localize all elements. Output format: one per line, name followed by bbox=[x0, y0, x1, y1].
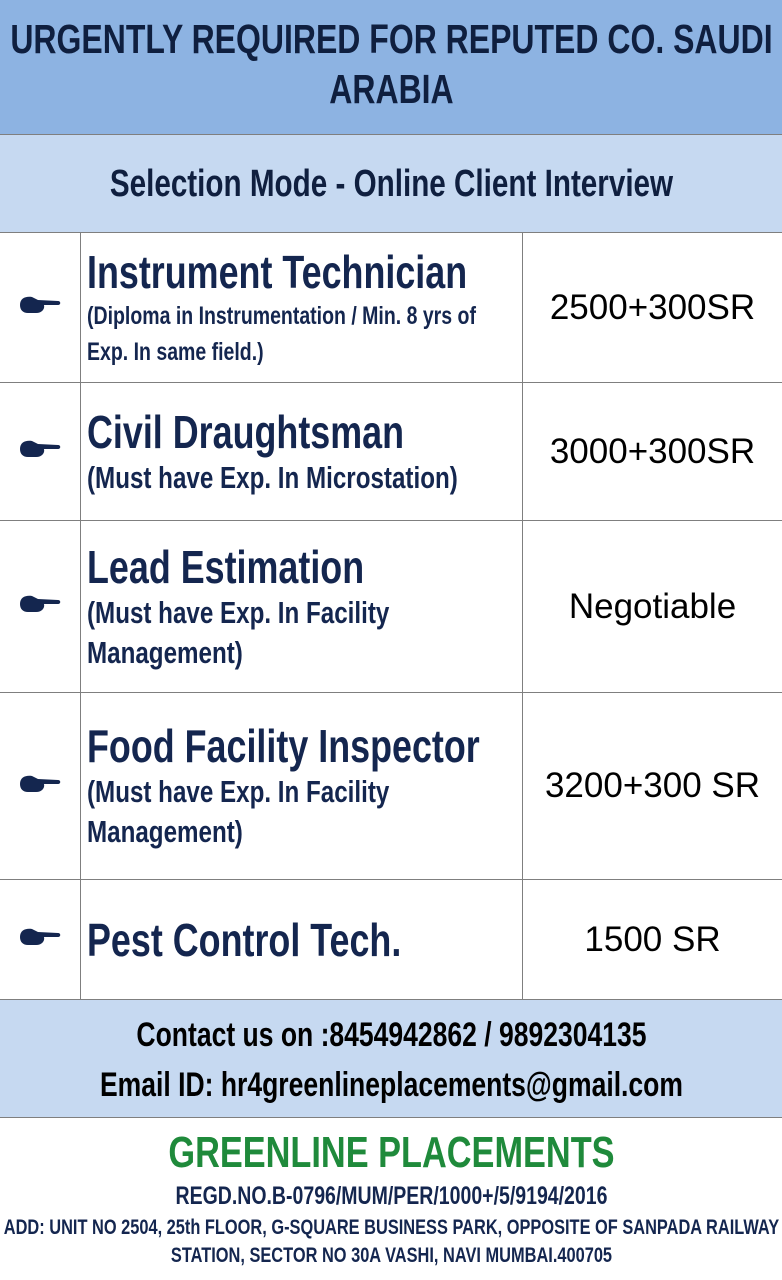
job-row: Pest Control Tech. 1500 SR bbox=[0, 880, 782, 1000]
job-row: Civil Draughtsman (Must have Exp. In Mic… bbox=[0, 383, 782, 521]
job-salary: 3000+300SR bbox=[549, 431, 756, 471]
page-title: URGENTLY REQUIRED FOR REPUTED CO. SAUDI … bbox=[9, 16, 773, 112]
job-title: Food Facility Inspector bbox=[87, 720, 480, 772]
company-address: ADD: UNIT NO 2504, 25th FLOOR, G-SQUARE … bbox=[3, 1216, 779, 1267]
company-name: GREENLINE PLACEMENTS bbox=[167, 1128, 615, 1177]
job-row: Instrument Technician (Diploma in Instru… bbox=[0, 233, 782, 383]
job-description: (Must have Exp. In Microstation) bbox=[87, 459, 458, 495]
selection-mode: Selection Mode - Online Client Interview bbox=[109, 163, 673, 205]
job-salary: 3200+300 SR bbox=[544, 766, 761, 805]
job-salary: Negotiable bbox=[568, 586, 737, 626]
job-description: (Must have Exp. In Facility Management) bbox=[87, 774, 390, 849]
selection-mode-banner: Selection Mode - Online Client Interview bbox=[0, 135, 782, 233]
job-row: Lead Estimation (Must have Exp. In Facil… bbox=[0, 521, 782, 693]
pointing-hand-icon bbox=[18, 438, 62, 465]
pointing-hand-icon bbox=[18, 773, 62, 800]
job-title: Civil Draughtsman bbox=[87, 405, 405, 458]
job-title: Lead Estimation bbox=[87, 540, 365, 593]
header-banner: URGENTLY REQUIRED FOR REPUTED CO. SAUDI … bbox=[0, 0, 782, 135]
job-salary: 2500+300SR bbox=[549, 287, 756, 327]
pointing-hand-icon bbox=[18, 294, 62, 321]
job-salary: 1500 SR bbox=[584, 919, 721, 959]
pointing-hand-icon bbox=[18, 926, 62, 953]
job-row: Food Facility Inspector (Must have Exp. … bbox=[0, 693, 782, 880]
footer: GREENLINE PLACEMENTS REGD.NO.B-0796/MUM/… bbox=[0, 1118, 782, 1280]
contact-email: Email ID: hr4greenlineplacements@gmail.c… bbox=[99, 1066, 683, 1104]
contact-band: Contact us on :8454942862 / 9892304135 E… bbox=[0, 1000, 782, 1118]
job-description: (Must have Exp. In Facility Management) bbox=[87, 594, 390, 670]
pointing-hand-icon bbox=[18, 593, 62, 620]
job-title: Instrument Technician bbox=[87, 245, 468, 298]
job-description: (Diploma in Instrumentation / Min. 8 yrs… bbox=[87, 301, 476, 366]
registration-number: REGD.NO.B-0796/MUM/PER/1000+/5/9194/2016 bbox=[175, 1182, 607, 1210]
contact-phone: Contact us on :8454942862 / 9892304135 bbox=[135, 1016, 647, 1054]
job-title: Pest Control Tech. bbox=[87, 913, 402, 966]
